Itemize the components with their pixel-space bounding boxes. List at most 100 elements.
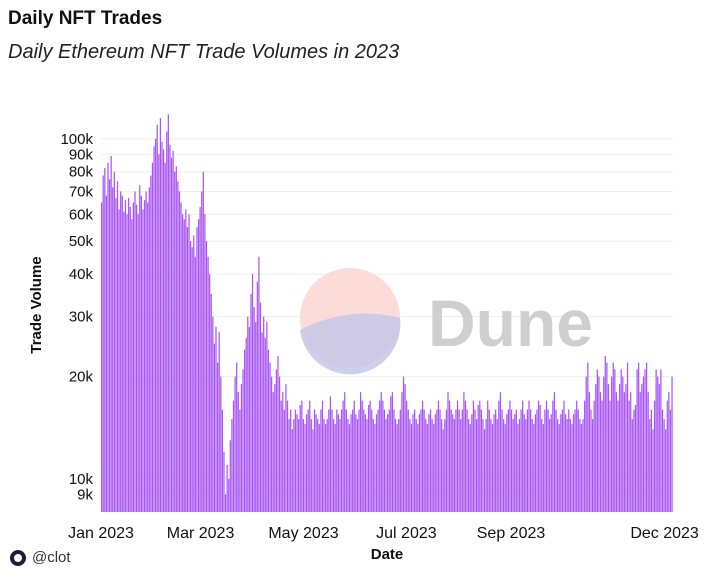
bar <box>156 124 158 512</box>
bar <box>441 419 443 512</box>
bar <box>142 209 144 512</box>
bar <box>498 400 500 512</box>
bar <box>312 429 314 512</box>
chart-subtitle: Daily Ethereum NFT Trade Volumes in 2023 <box>8 41 400 63</box>
bar <box>247 316 249 512</box>
bar <box>418 414 421 512</box>
bar <box>286 400 289 512</box>
bar <box>251 274 254 512</box>
bar <box>177 181 179 512</box>
bar <box>216 362 219 512</box>
bar <box>272 392 274 512</box>
y-tick-label: 9k <box>77 487 93 504</box>
bar <box>113 171 115 513</box>
bar <box>510 409 513 512</box>
bar <box>479 400 481 512</box>
bar <box>620 369 622 512</box>
bar <box>522 400 524 512</box>
bar <box>364 414 366 512</box>
bar <box>604 355 606 512</box>
bar <box>245 337 247 512</box>
bar <box>159 118 162 513</box>
bar <box>587 362 589 512</box>
bar <box>455 409 457 512</box>
bar <box>301 400 303 512</box>
bar <box>231 419 233 512</box>
bar <box>255 321 257 512</box>
bar <box>131 219 133 512</box>
bar <box>323 419 325 512</box>
y-tick-label: 30k <box>69 309 94 326</box>
bar <box>598 376 600 512</box>
bar <box>429 409 432 512</box>
bar <box>175 166 177 513</box>
bar <box>318 424 320 512</box>
bar <box>288 419 290 512</box>
chart-title: Daily NFT Trades <box>8 8 163 29</box>
bar <box>593 400 595 512</box>
bar <box>530 409 532 512</box>
bar <box>374 424 376 512</box>
bar <box>533 424 535 512</box>
bar <box>120 191 122 513</box>
y-tick-label: 20k <box>69 369 94 386</box>
bar <box>504 424 506 512</box>
bar <box>285 384 287 512</box>
bar <box>234 376 236 512</box>
bar <box>520 409 522 512</box>
bar <box>660 369 662 512</box>
bar <box>611 376 613 512</box>
bar <box>549 419 551 512</box>
bar <box>437 400 440 512</box>
bar <box>248 326 251 512</box>
bar <box>145 191 147 513</box>
bar <box>155 138 157 512</box>
bar <box>134 191 136 513</box>
bar <box>495 409 497 512</box>
bar <box>669 409 672 512</box>
bar <box>210 293 212 512</box>
bar <box>563 400 565 512</box>
bar <box>218 332 220 512</box>
bar <box>274 384 276 512</box>
bar <box>361 400 363 512</box>
bar <box>490 419 492 512</box>
bar <box>502 419 505 512</box>
bar <box>423 409 425 512</box>
bar <box>612 362 614 512</box>
bar <box>296 414 298 512</box>
bar <box>123 211 125 512</box>
bar <box>394 419 397 512</box>
bar <box>539 405 541 512</box>
bar <box>355 414 357 512</box>
bar <box>628 400 630 512</box>
bar <box>221 409 223 512</box>
bar <box>452 414 454 512</box>
bar <box>499 392 502 512</box>
bar <box>482 419 484 512</box>
bar <box>580 424 583 512</box>
bar <box>205 241 208 512</box>
bar <box>194 256 196 512</box>
bar <box>477 405 479 512</box>
bar <box>367 405 370 512</box>
bar <box>347 419 349 512</box>
bar <box>415 419 417 512</box>
bar <box>326 419 328 512</box>
bar <box>475 419 478 512</box>
bar <box>372 419 374 512</box>
bar <box>229 440 231 512</box>
bar <box>566 419 568 512</box>
bar <box>396 424 398 512</box>
bar <box>661 409 664 512</box>
bar <box>668 392 670 512</box>
bar <box>379 400 381 512</box>
bar <box>353 400 355 512</box>
bar <box>666 400 668 512</box>
bar <box>298 419 300 512</box>
bar <box>377 409 379 512</box>
bar <box>309 400 311 512</box>
x-tick-label: Jul 2023 <box>376 525 437 542</box>
bar <box>180 202 182 512</box>
bar <box>431 419 433 512</box>
